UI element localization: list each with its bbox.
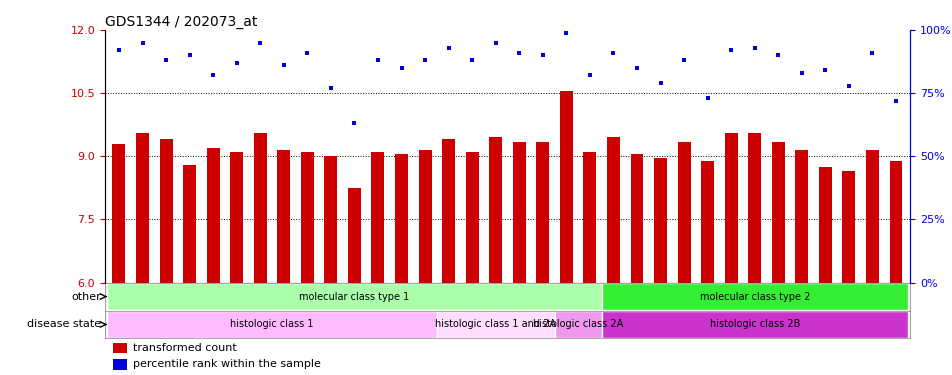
Point [841,82,856,88]
Point [605,50,621,56]
Text: percentile rank within the sample: percentile rank within the sample [133,359,321,369]
Bar [112,144,126,283]
Bar [136,133,149,283]
Point [746,45,762,51]
Point [252,40,268,46]
Point [558,30,573,36]
Bar [107,283,601,310]
Bar [842,171,855,283]
Bar [747,133,761,283]
Point [393,65,408,71]
Text: histologic class 2B: histologic class 2B [709,320,799,330]
Bar [888,160,902,283]
Point [417,57,432,63]
Bar [701,160,713,283]
Text: disease state: disease state [27,320,101,330]
Point [487,40,503,46]
Bar [653,158,666,283]
Bar [324,156,337,283]
Point [652,80,667,86]
Text: GDS1344 / 202073_at: GDS1344 / 202073_at [105,15,257,29]
Point [511,50,526,56]
Bar [601,311,907,338]
Text: histologic class 1: histologic class 1 [230,320,313,330]
Bar [395,154,407,283]
Bar [112,359,128,369]
Point [299,50,314,56]
Point [770,52,785,58]
Bar [488,137,502,283]
Text: histologic class 2A: histologic class 2A [532,320,623,330]
Point [676,57,691,63]
Point [276,62,291,68]
Point [535,52,550,58]
Bar [442,140,455,283]
Bar [865,150,878,283]
Text: other: other [71,291,101,302]
Bar [583,152,596,283]
Bar [230,152,243,283]
Point [628,65,644,71]
Bar [253,133,267,283]
Text: molecular class type 1: molecular class type 1 [299,291,409,302]
Point [347,120,362,126]
Bar [512,142,526,283]
Bar [436,311,554,338]
Bar [795,150,807,283]
Point [441,45,456,51]
Point [111,47,127,53]
Bar [159,140,172,283]
Point [817,68,832,74]
Bar [771,142,783,283]
Point [370,57,386,63]
Bar [630,154,643,283]
Point [863,50,879,56]
Point [323,85,338,91]
Bar [724,133,737,283]
Bar [371,152,384,283]
Bar [301,152,313,283]
Point [206,72,221,78]
Point [793,70,808,76]
Point [182,52,197,58]
Point [158,57,173,63]
Bar [277,150,290,283]
Point [700,95,715,101]
Point [464,57,479,63]
Bar [554,311,601,338]
Bar [207,148,219,283]
Bar [418,150,431,283]
Bar [536,142,548,283]
Point [135,40,150,46]
Bar [559,91,572,283]
Bar [606,137,619,283]
Bar [347,188,361,283]
Bar [677,142,690,283]
Point [887,98,902,104]
Bar [112,343,128,353]
Bar [466,152,478,283]
Bar [818,167,831,283]
Text: histologic class 1 and 2A: histologic class 1 and 2A [435,320,556,330]
Bar [601,283,907,310]
Text: molecular class type 2: molecular class type 2 [699,291,809,302]
Point [723,47,738,53]
Bar [183,165,196,283]
Point [582,72,597,78]
Text: transformed count: transformed count [133,343,236,353]
Bar [107,311,436,338]
Point [228,60,244,66]
